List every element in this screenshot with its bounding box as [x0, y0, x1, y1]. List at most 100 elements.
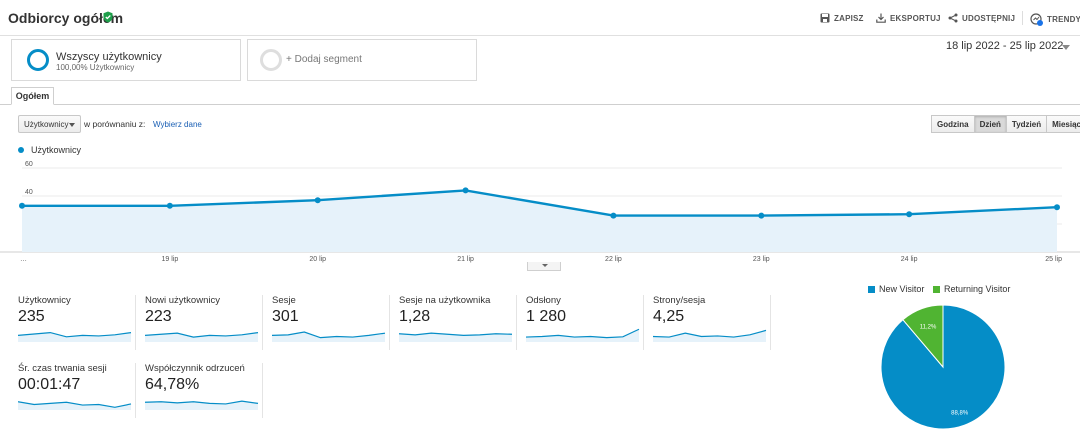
granularity-week-button[interactable]: Tydzień — [1005, 115, 1048, 133]
save-button[interactable]: ZAPISZ — [820, 13, 864, 23]
add-segment-button[interactable]: + Dodaj segment — [247, 39, 477, 81]
date-range-picker[interactable]: 18 lip 2022 - 25 lip 2022 — [946, 40, 1064, 52]
scorecard[interactable]: Użytkownicy 235 — [18, 295, 136, 350]
scorecard-value: 301 — [272, 308, 299, 325]
scorecard[interactable]: Sesje 301 — [272, 295, 390, 350]
trends-button[interactable]: TRENDY — [1030, 13, 1080, 26]
pie-slice-label: 11,2% — [920, 324, 937, 330]
share-icon — [948, 13, 958, 23]
data-point[interactable] — [610, 212, 617, 219]
data-point[interactable] — [314, 197, 321, 204]
toolbar-divider — [1022, 11, 1023, 25]
pie-slice-label: 88,8% — [951, 410, 969, 416]
x-tick-label: 22 lip — [605, 256, 622, 263]
scorecard[interactable]: Śr. czas trwania sesji 00:01:47 — [18, 363, 136, 418]
granularity-hour-button[interactable]: Godzina — [931, 115, 975, 133]
pie-legend-new: New Visitor — [868, 284, 924, 294]
pie-legend-label: New Visitor — [879, 284, 925, 294]
sparkline — [18, 401, 132, 410]
segment-all-users[interactable]: Wszyscy użytkownicy 100,00% Użytkownicy — [11, 39, 241, 81]
sparkline-area — [18, 401, 131, 410]
scorecard-label: Współczynnik odrzuceń — [145, 363, 245, 374]
sparkline-area — [526, 329, 639, 342]
x-tick-label: 23 lip — [753, 256, 770, 263]
pie-legend-swatch — [868, 285, 875, 293]
data-point[interactable] — [19, 202, 25, 209]
x-tick-label: 20 lip — [309, 256, 326, 263]
save-icon — [820, 13, 830, 23]
metric-selector-value: Użytkownicy — [24, 120, 69, 129]
trends-label: TRENDY — [1047, 15, 1080, 24]
data-point[interactable] — [758, 212, 765, 219]
granularity-day-button[interactable]: Dzień — [973, 115, 1007, 133]
scorecard[interactable]: Nowi użytkownicy 223 — [145, 295, 263, 350]
scorecard-label: Sesje — [272, 295, 296, 306]
segment-name: Wszyscy użytkownicy — [56, 51, 162, 63]
sparkline-area — [653, 330, 766, 342]
data-point[interactable] — [1054, 204, 1060, 211]
share-button[interactable]: UDOSTĘPNIJ — [948, 13, 1015, 23]
sparkline-area — [145, 332, 258, 342]
scorecard-value: 4,25 — [653, 308, 685, 325]
scorecard[interactable]: Odsłony 1 280 — [526, 295, 644, 350]
sparkline — [272, 331, 386, 342]
segment-circle-icon — [27, 49, 49, 71]
scorecard-label: Sesje na użytkownika — [399, 295, 491, 306]
chevron-down-icon[interactable] — [1062, 45, 1070, 50]
x-tick-label: 19 lip — [161, 256, 178, 263]
metric-selector[interactable]: Użytkownicy — [18, 115, 81, 133]
sparkline-line — [18, 401, 132, 408]
scorecard[interactable]: Strony/sesja 4,25 — [653, 295, 771, 350]
download-icon — [876, 13, 886, 23]
compare-label: w porównaniu z: — [84, 119, 146, 129]
x-tick-label: 25 lip — [1045, 256, 1062, 263]
tab-overview[interactable]: Ogółem — [11, 87, 54, 105]
data-point[interactable] — [906, 211, 913, 218]
share-label: UDOSTĘPNIJ — [962, 13, 1016, 23]
data-point[interactable] — [462, 187, 469, 194]
legend-swatch — [18, 147, 24, 153]
segment-percent: 100,00% Użytkownicy — [56, 63, 135, 72]
sparkline-line — [18, 331, 132, 338]
pie-legend-returning: Returning Visitor — [933, 284, 1010, 294]
scorecard[interactable]: Sesje na użytkownika 1,28 — [399, 295, 517, 350]
tab-divider — [0, 104, 1080, 105]
sparkline — [526, 328, 640, 342]
scorecard-value: 1 280 — [526, 308, 567, 325]
add-segment-label: + Dodaj segment — [286, 54, 362, 65]
granularity-month-button[interactable]: Miesiąc — [1046, 115, 1080, 133]
y-tick-label: 40 — [25, 189, 33, 196]
scorecard-label: Strony/sesja — [653, 295, 706, 306]
scorecard-value: 235 — [18, 308, 45, 325]
scorecard-value: 64,78% — [145, 376, 200, 393]
sparkline — [145, 400, 259, 410]
sparkline-line — [145, 400, 259, 405]
data-point[interactable] — [166, 202, 173, 209]
visitor-type-pie-chart: 88,8% 11,2% — [880, 304, 1006, 430]
sparkline-area — [399, 333, 512, 342]
scorecard-value: 00:01:47 — [18, 376, 81, 393]
x-tick-label: … — [20, 256, 27, 263]
pie-legend-label: Returning Visitor — [944, 284, 1011, 294]
export-label: EKSPORTUJ — [890, 13, 941, 23]
series-area — [22, 190, 1057, 252]
sparkline — [653, 329, 767, 342]
sparkline-area — [272, 332, 385, 342]
pie-slice[interactable] — [902, 304, 944, 369]
scorecard-label: Użytkownicy — [18, 295, 71, 306]
chart-collapse-handle[interactable] — [527, 262, 561, 271]
export-button[interactable]: EKSPORTUJ — [876, 13, 941, 23]
scorecard-label: Śr. czas trwania sesji — [18, 363, 107, 374]
choose-metric-link[interactable]: Wybierz dane — [153, 120, 202, 129]
save-label: ZAPISZ — [834, 13, 864, 23]
y-tick-label: 60 — [25, 161, 33, 168]
chevron-down-icon — [69, 123, 75, 127]
scorecard[interactable]: Współczynnik odrzuceń 64,78% — [145, 363, 263, 418]
page-title: Odbiorcy ogółem — [8, 10, 124, 26]
sparkline-line — [399, 332, 513, 337]
sparkline-line — [145, 332, 259, 338]
granularity-group: Godzina Dzień Tydzień Miesiąc — [931, 115, 1080, 133]
sparkline — [145, 332, 259, 342]
report-header: Odbiorcy ogółem ZAPISZ EKSPORTUJ UDOSTĘP… — [0, 0, 1080, 36]
